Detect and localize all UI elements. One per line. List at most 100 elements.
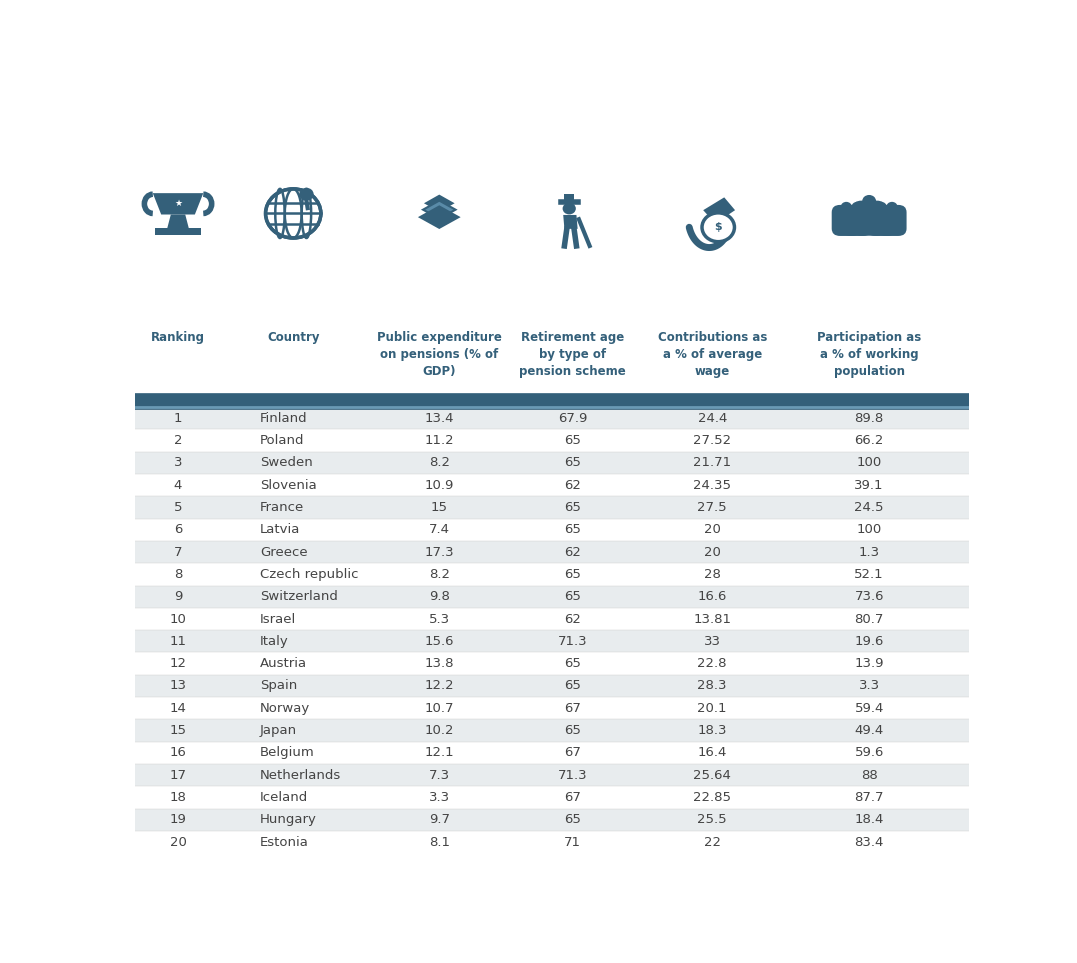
Text: 3.3: 3.3 xyxy=(858,680,880,692)
Text: 12: 12 xyxy=(169,657,186,670)
Text: Slovenia: Slovenia xyxy=(260,479,317,491)
Text: 20: 20 xyxy=(169,836,186,848)
Text: Norway: Norway xyxy=(260,702,310,715)
Text: Austria: Austria xyxy=(260,657,307,670)
Text: 25.64: 25.64 xyxy=(694,768,731,782)
Text: Switzerland: Switzerland xyxy=(260,590,338,603)
Text: Greece: Greece xyxy=(260,546,307,559)
Text: 67: 67 xyxy=(564,791,582,804)
Text: 13.4: 13.4 xyxy=(424,411,454,425)
Text: 13.8: 13.8 xyxy=(424,657,454,670)
Text: 100: 100 xyxy=(856,523,882,536)
FancyBboxPatch shape xyxy=(853,200,885,236)
Circle shape xyxy=(852,202,863,212)
Text: 87.7: 87.7 xyxy=(854,791,884,804)
Text: 18.3: 18.3 xyxy=(698,724,727,737)
Text: 65: 65 xyxy=(564,724,582,737)
Text: 5: 5 xyxy=(173,501,182,514)
FancyBboxPatch shape xyxy=(135,518,969,541)
Text: 9: 9 xyxy=(173,590,182,603)
Text: 67: 67 xyxy=(564,702,582,715)
Text: 24.35: 24.35 xyxy=(694,479,731,491)
FancyBboxPatch shape xyxy=(135,496,969,518)
Text: 66.2: 66.2 xyxy=(854,434,884,447)
Text: Netherlands: Netherlands xyxy=(260,768,341,782)
FancyBboxPatch shape xyxy=(878,205,907,236)
FancyBboxPatch shape xyxy=(135,764,969,787)
Text: 62: 62 xyxy=(564,479,582,491)
Text: 8.2: 8.2 xyxy=(429,456,450,469)
Text: Participation as
a % of working
population: Participation as a % of working populati… xyxy=(817,330,921,377)
Text: 20: 20 xyxy=(703,523,721,536)
Text: 22.85: 22.85 xyxy=(694,791,731,804)
FancyBboxPatch shape xyxy=(135,407,969,429)
FancyBboxPatch shape xyxy=(135,586,969,608)
Polygon shape xyxy=(167,215,188,228)
Text: 24.4: 24.4 xyxy=(698,411,727,425)
FancyBboxPatch shape xyxy=(831,205,861,236)
Text: France: France xyxy=(260,501,304,514)
Text: 52.1: 52.1 xyxy=(854,568,884,581)
Text: 19.6: 19.6 xyxy=(854,635,884,648)
Text: 22: 22 xyxy=(703,836,721,848)
FancyBboxPatch shape xyxy=(135,831,969,853)
Circle shape xyxy=(702,213,735,242)
Text: 7: 7 xyxy=(173,546,182,559)
Text: 10.7: 10.7 xyxy=(424,702,454,715)
Circle shape xyxy=(562,202,576,215)
Text: Iceland: Iceland xyxy=(260,791,308,804)
Circle shape xyxy=(266,189,321,238)
Polygon shape xyxy=(564,194,574,202)
Text: 21.71: 21.71 xyxy=(694,456,731,469)
Text: 19: 19 xyxy=(169,814,186,826)
Polygon shape xyxy=(703,197,736,223)
Text: 65: 65 xyxy=(564,590,582,603)
Text: 28: 28 xyxy=(703,568,721,581)
Text: 59.4: 59.4 xyxy=(854,702,884,715)
FancyBboxPatch shape xyxy=(135,541,969,563)
Text: 67: 67 xyxy=(564,746,582,760)
Text: Spain: Spain xyxy=(260,680,297,692)
Text: ★: ★ xyxy=(174,199,182,208)
FancyBboxPatch shape xyxy=(135,563,969,586)
Text: 13: 13 xyxy=(169,680,186,692)
Text: 16.4: 16.4 xyxy=(698,746,727,760)
Text: 27.52: 27.52 xyxy=(694,434,731,447)
Text: 49.4: 49.4 xyxy=(854,724,884,737)
Text: 11.2: 11.2 xyxy=(424,434,454,447)
Text: Israel: Israel xyxy=(260,612,296,626)
Text: Ranking: Ranking xyxy=(151,330,205,344)
FancyBboxPatch shape xyxy=(135,742,969,764)
Text: 25.5: 25.5 xyxy=(698,814,727,826)
Text: Contributions as
a % of average
wage: Contributions as a % of average wage xyxy=(658,330,767,377)
FancyBboxPatch shape xyxy=(135,653,969,675)
Text: Belgium: Belgium xyxy=(260,746,314,760)
Text: 62: 62 xyxy=(564,612,582,626)
Text: 71.3: 71.3 xyxy=(558,635,588,648)
FancyBboxPatch shape xyxy=(135,452,969,474)
Text: $: $ xyxy=(714,222,722,232)
Text: 18.4: 18.4 xyxy=(854,814,884,826)
Text: 89.8: 89.8 xyxy=(854,411,884,425)
Text: 15: 15 xyxy=(169,724,186,737)
Text: Sweden: Sweden xyxy=(260,456,312,469)
Text: 17.3: 17.3 xyxy=(424,546,454,559)
Circle shape xyxy=(863,195,876,207)
Text: 16: 16 xyxy=(169,746,186,760)
Text: 65: 65 xyxy=(564,456,582,469)
Text: Latvia: Latvia xyxy=(260,523,300,536)
Text: 14: 14 xyxy=(169,702,186,715)
Text: 71: 71 xyxy=(564,836,582,848)
Text: 12.1: 12.1 xyxy=(424,746,454,760)
Text: 24.5: 24.5 xyxy=(854,501,884,514)
FancyBboxPatch shape xyxy=(135,697,969,719)
Text: 4: 4 xyxy=(173,479,182,491)
FancyBboxPatch shape xyxy=(135,719,969,742)
FancyBboxPatch shape xyxy=(135,608,969,630)
Text: 7.4: 7.4 xyxy=(429,523,450,536)
Polygon shape xyxy=(563,215,577,229)
Text: 83.4: 83.4 xyxy=(854,836,884,848)
Circle shape xyxy=(299,188,313,200)
Text: 8.1: 8.1 xyxy=(429,836,450,848)
Text: 8.2: 8.2 xyxy=(429,568,450,581)
